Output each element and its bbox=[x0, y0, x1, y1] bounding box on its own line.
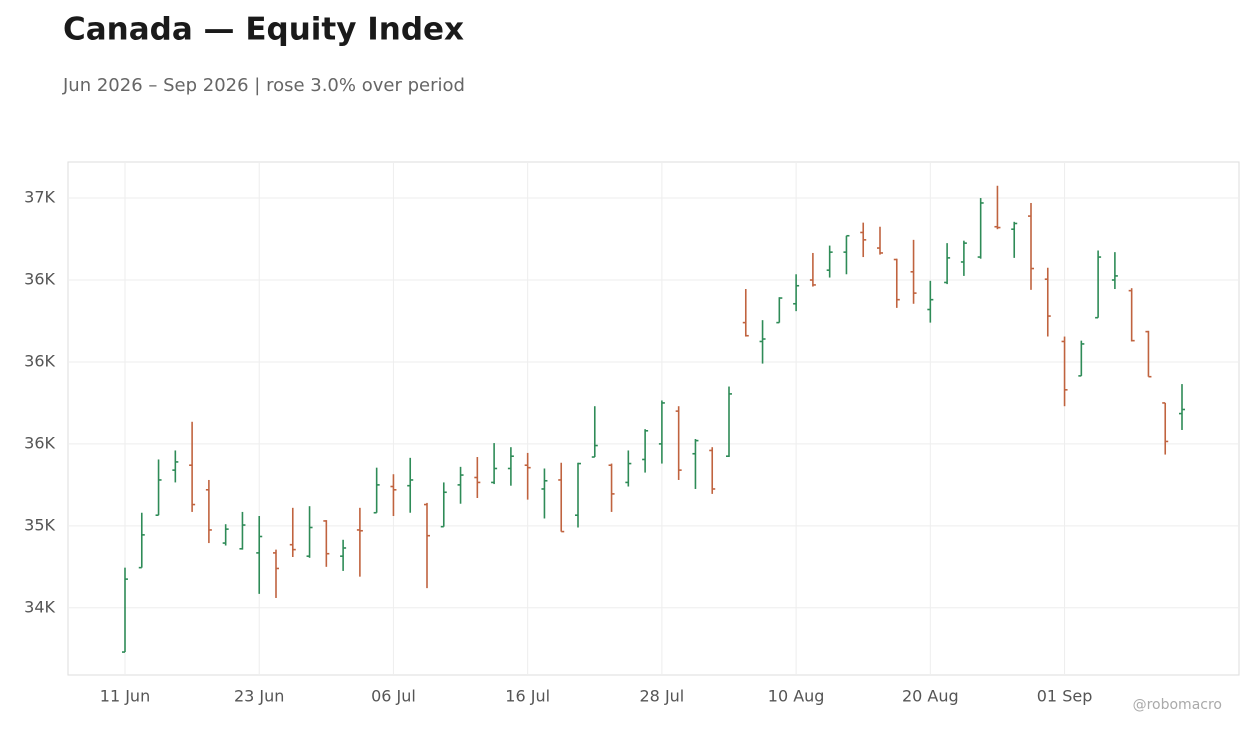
y-tick-label: 37K bbox=[24, 188, 55, 207]
x-tick-label: 11 Jun bbox=[100, 687, 150, 706]
x-tick-label: 23 Jun bbox=[234, 687, 284, 706]
chart-subtitle: Jun 2026 – Sep 2026 | rose 3.0% over per… bbox=[62, 75, 465, 96]
y-tick-label: 34K bbox=[24, 597, 55, 616]
y-tick-label: 35K bbox=[24, 515, 55, 534]
y-tick-label: 36K bbox=[24, 270, 55, 289]
x-tick-label: 28 Jul bbox=[640, 687, 685, 706]
y-tick-label: 36K bbox=[24, 351, 55, 370]
x-tick-label: 16 Jul bbox=[505, 687, 550, 706]
plot-frame bbox=[67, 161, 1240, 676]
x-tick-label: 06 Jul bbox=[371, 687, 416, 706]
x-tick-label: 20 Aug bbox=[902, 687, 959, 706]
y-tick-label: 36K bbox=[24, 433, 55, 452]
chart-title: Canada — Equity Index bbox=[63, 12, 464, 48]
x-tick-label: 10 Aug bbox=[768, 687, 825, 706]
x-tick-label: 01 Sep bbox=[1037, 687, 1093, 706]
watermark: @robomacro bbox=[1133, 697, 1222, 713]
